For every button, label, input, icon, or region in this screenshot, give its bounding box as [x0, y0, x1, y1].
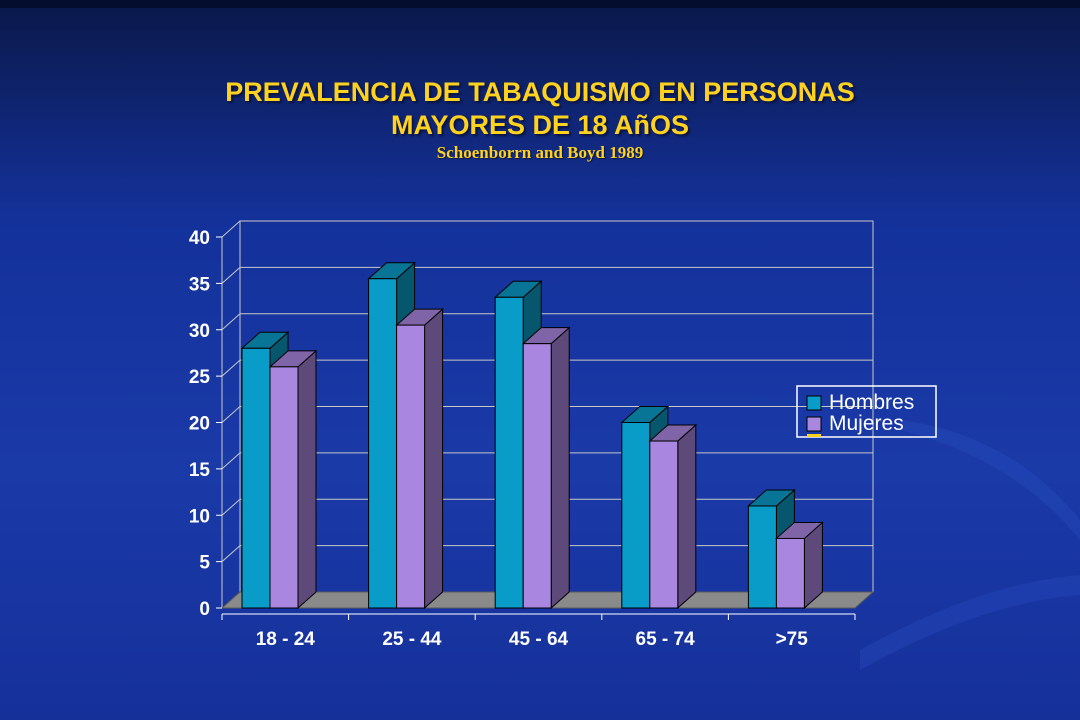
gridline-side [221, 498, 241, 516]
x-category-label: 25 - 44 [382, 629, 442, 650]
slide-subtitle: Schoenborrn and Boyd 1989 [436, 143, 644, 162]
x-category-label: 18 - 24 [256, 629, 316, 650]
bar-side [550, 326, 570, 610]
bar-side [677, 423, 697, 610]
bar-mujeres-2 [395, 307, 444, 610]
legend-label-mujeres: Mujeres [829, 412, 904, 435]
y-axis: 0 5 10 15 20 25 30 35 40 [189, 228, 222, 620]
bar-mujeres-3 [521, 326, 571, 610]
bars [240, 261, 824, 610]
bar-front [494, 296, 524, 609]
bar-front [522, 343, 552, 609]
x-category-label: 45 - 64 [509, 629, 569, 650]
gridline-side [221, 267, 241, 284]
gridline-side [221, 452, 241, 470]
gridline-side [221, 545, 241, 562]
bar-side [297, 349, 317, 610]
y-tick-label: 20 [189, 414, 210, 435]
bar-mujeres-4 [648, 423, 698, 610]
gridline-side [221, 359, 241, 377]
legend-swatch-hombres [806, 395, 822, 411]
y-tick-label: 0 [199, 599, 210, 620]
legend-box [796, 385, 937, 438]
legend-label-hombres: Hombres [829, 391, 914, 414]
top-bar [0, 0, 1080, 8]
slide-title: PREVALENCIA DE TABAQUISMO EN PERSONAS MA… [0, 76, 1080, 164]
gridline-side [221, 313, 241, 331]
x-axis: 18 - 24 25 - 44 45 - 64 65 - 74 >75 [221, 613, 856, 650]
title-line-1: PREVALENCIA DE TABAQUISMO EN PERSONAS [225, 77, 855, 107]
gridline-side [221, 406, 241, 423]
bar-mujeres-1 [268, 349, 318, 610]
y-tick-label: 30 [189, 321, 210, 342]
bar-front [649, 440, 679, 609]
bar-mujeres-5 [775, 521, 824, 610]
legend-swatch-mujeres [806, 416, 822, 432]
decorative-swoosh [860, 420, 1080, 670]
y-tick-label: 15 [189, 460, 211, 481]
bar-side [424, 307, 444, 610]
bar-front [747, 505, 777, 609]
bar-front [621, 422, 651, 609]
gridline-side [221, 220, 241, 238]
bar-front [269, 366, 299, 609]
bar-front [396, 324, 426, 609]
bar-front [368, 278, 398, 609]
x-category-label: >75 [776, 629, 809, 650]
y-tick-label: 10 [189, 506, 210, 527]
y-tick-label: 35 [189, 274, 211, 295]
legend-swatch-accent [807, 434, 821, 437]
y-tick-label: 40 [189, 228, 210, 249]
y-tick-label: 5 [199, 553, 210, 574]
bar-front [241, 347, 271, 609]
y-tick-label: 25 [189, 367, 211, 388]
bar-front [775, 537, 805, 609]
title-line-2: MAYORES DE 18 AñOS [390, 110, 690, 140]
x-category-label: 65 - 74 [636, 629, 696, 650]
